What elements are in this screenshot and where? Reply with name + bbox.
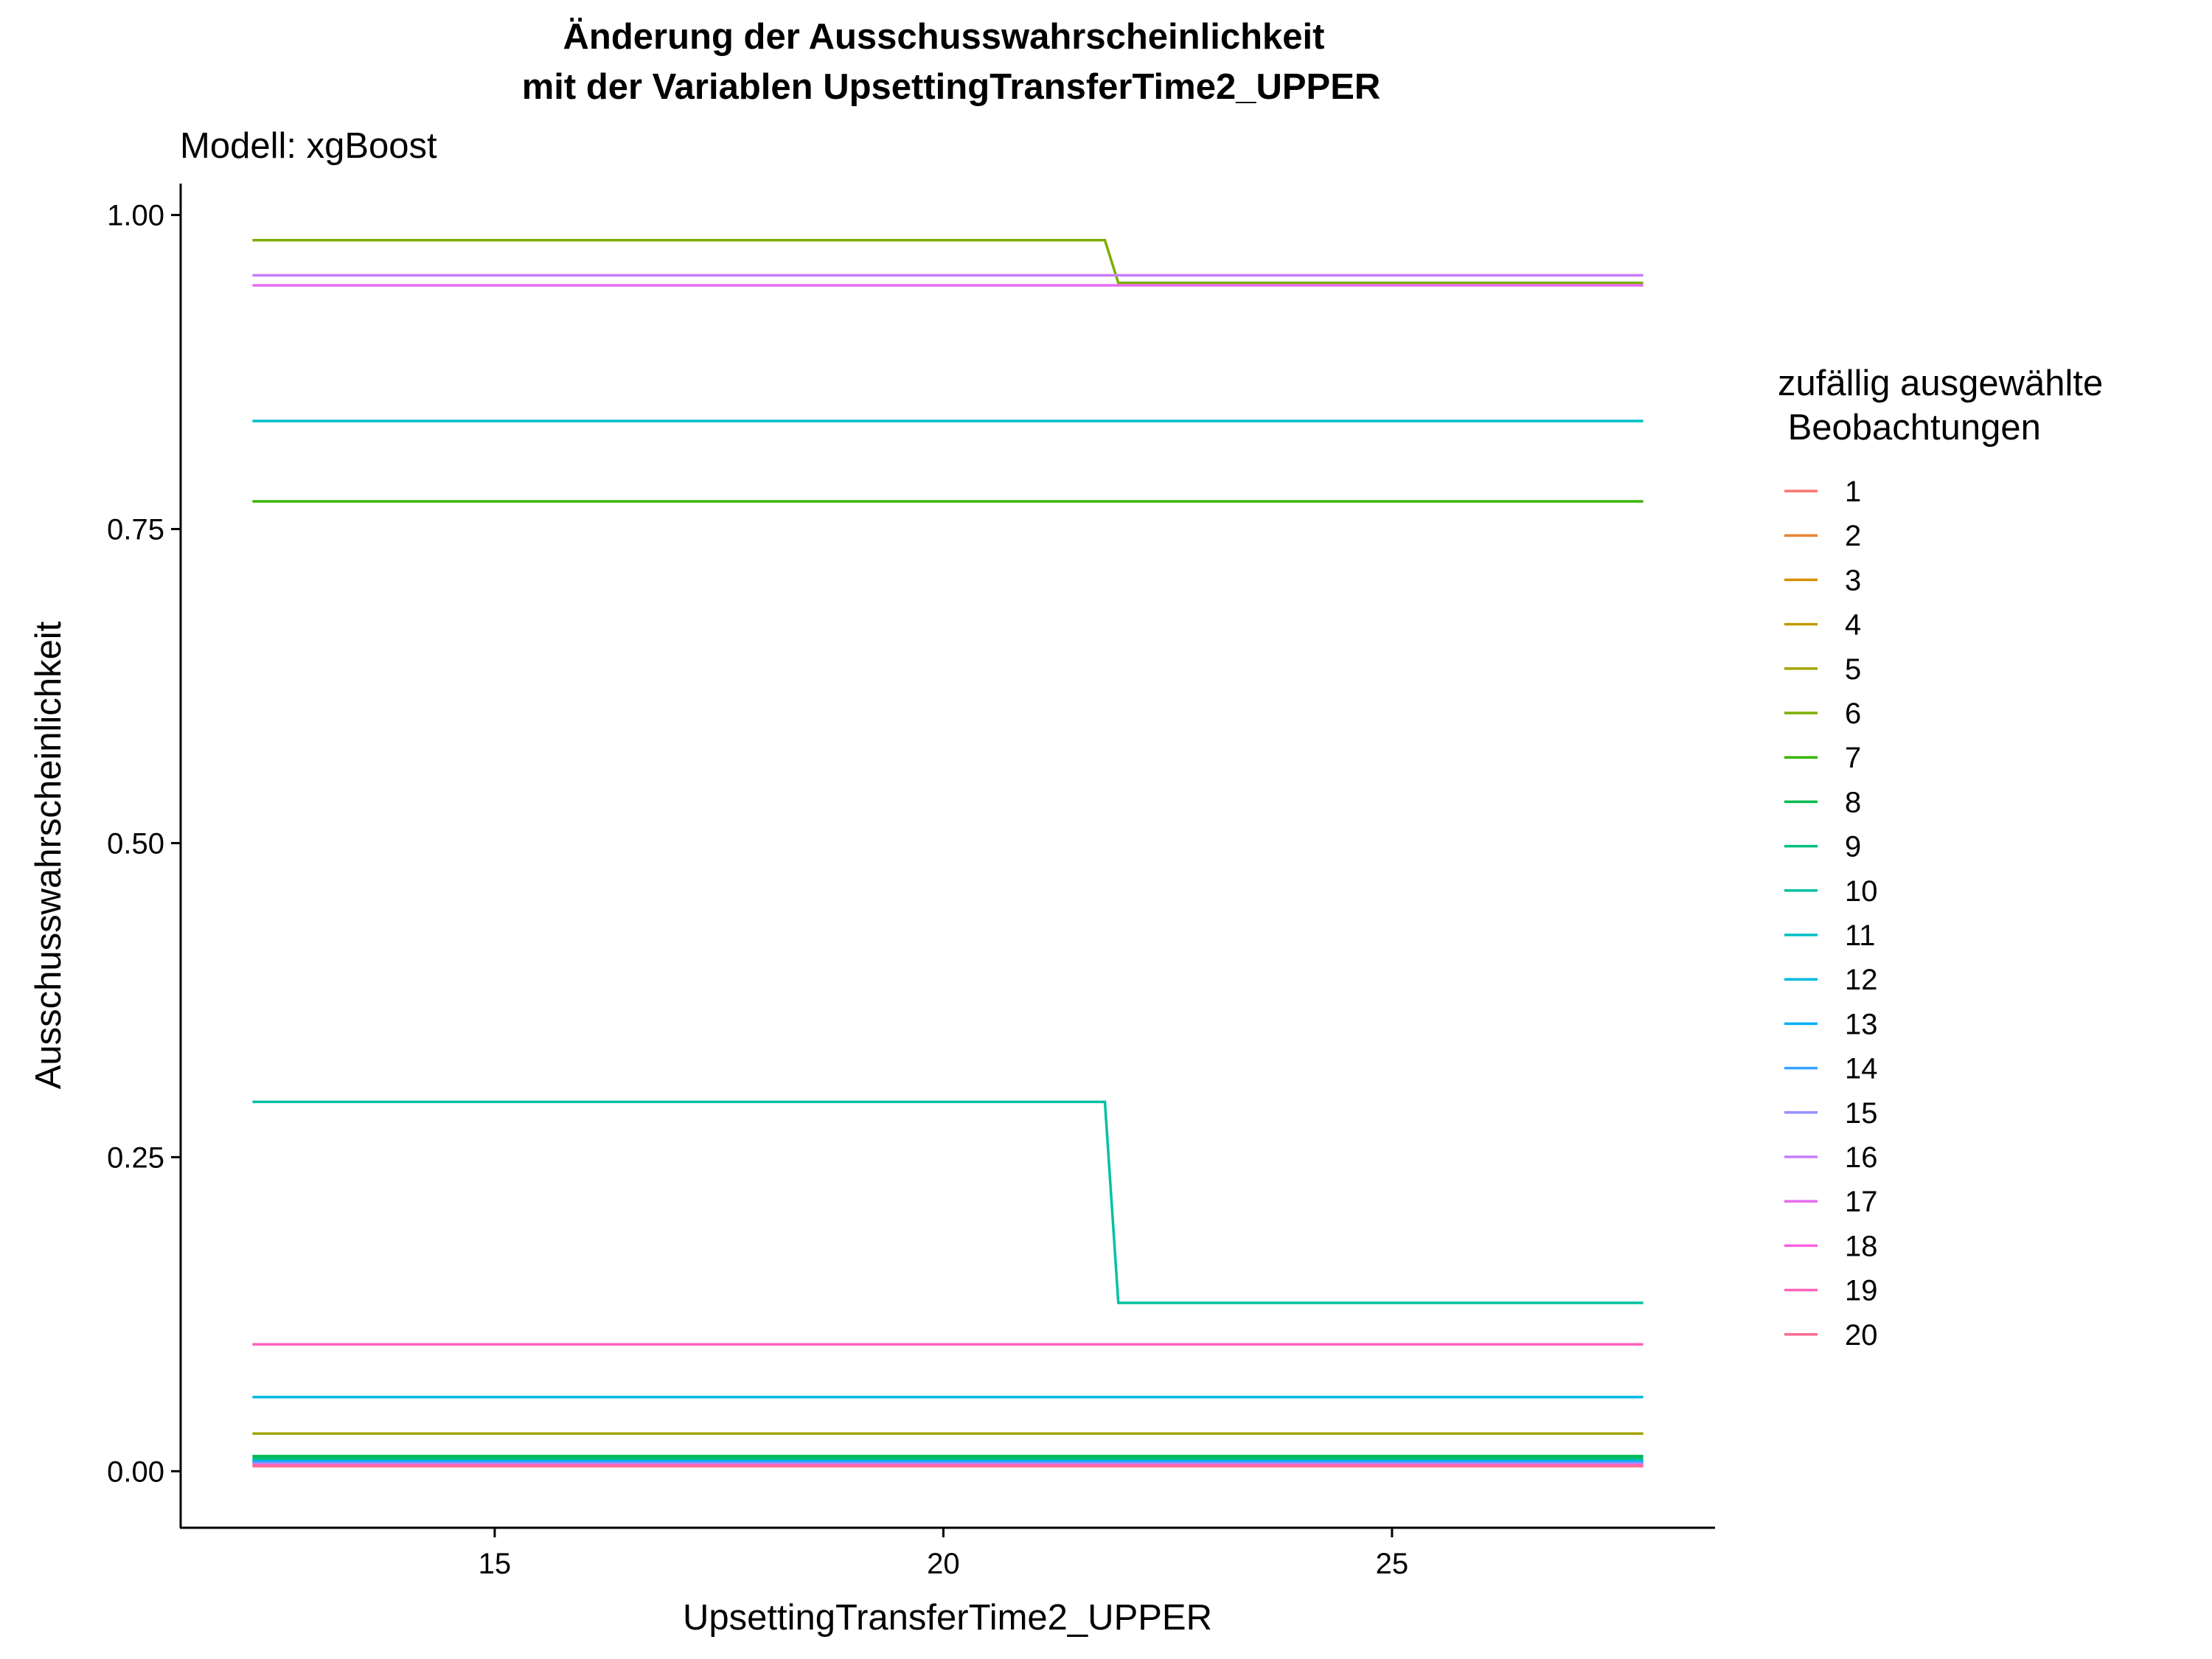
chart-title-line2: mit der Variablen UpsettingTransferTime2… bbox=[522, 67, 1381, 107]
x-tick-label: 25 bbox=[1376, 1548, 1409, 1580]
series-line-6 bbox=[252, 238, 1644, 285]
legend-item-7: 7 bbox=[1784, 742, 1861, 774]
legend-item-16: 16 bbox=[1784, 1141, 1878, 1174]
legend-item-17: 17 bbox=[1784, 1186, 1878, 1218]
y-tick-label: 0.50 bbox=[107, 827, 164, 860]
legend-label: 8 bbox=[1845, 786, 1861, 818]
legend-item-1: 1 bbox=[1784, 476, 1861, 508]
legend-label: 18 bbox=[1845, 1230, 1878, 1262]
y-axis-title: Ausschusswahrscheinlichkeit bbox=[29, 621, 69, 1089]
legend-label: 5 bbox=[1845, 653, 1861, 686]
legend-label: 1 bbox=[1845, 476, 1861, 508]
x-axis-title: UpsettingTransferTime2_UPPER bbox=[683, 1598, 1212, 1638]
legend-label: 11 bbox=[1845, 919, 1876, 952]
legend-label: 16 bbox=[1845, 1141, 1878, 1174]
legend-item-13: 13 bbox=[1784, 1008, 1878, 1040]
y-tick-label: 0.75 bbox=[107, 514, 164, 546]
legend-item-3: 3 bbox=[1784, 564, 1861, 597]
legend-item-4: 4 bbox=[1784, 609, 1861, 641]
legend-label: 20 bbox=[1845, 1319, 1878, 1352]
legend-label: 14 bbox=[1845, 1053, 1878, 1085]
legend-item-5: 5 bbox=[1784, 653, 1861, 686]
ticks-layer: 0.00 0.25 0.50 0.75 1.00 15 20 25 bbox=[107, 200, 1408, 1580]
series-layer bbox=[252, 238, 1644, 1468]
legend-label: 2 bbox=[1845, 520, 1861, 552]
legend-label: 13 bbox=[1845, 1008, 1878, 1040]
legend-title-line1: zufällig ausgewählte bbox=[1778, 364, 2103, 403]
y-tick-label: 0.00 bbox=[107, 1455, 164, 1488]
legend-item-20: 20 bbox=[1784, 1319, 1878, 1352]
legend-item-14: 14 bbox=[1784, 1053, 1878, 1085]
x-tick-label: 20 bbox=[927, 1548, 960, 1580]
legend-label: 15 bbox=[1845, 1097, 1878, 1130]
legend-title-line2: Beobachtungen bbox=[1778, 408, 2041, 448]
legend-label: 17 bbox=[1845, 1186, 1878, 1218]
legend-item-8: 8 bbox=[1784, 786, 1861, 818]
legend-item-6: 6 bbox=[1784, 698, 1861, 730]
x-tick-label: 15 bbox=[479, 1548, 512, 1580]
legend-item-15: 15 bbox=[1784, 1097, 1878, 1130]
legend-item-10: 10 bbox=[1784, 875, 1878, 908]
legend-item-9: 9 bbox=[1784, 831, 1861, 863]
legend-item-11: 11 bbox=[1784, 919, 1876, 952]
y-tick-label: 0.25 bbox=[107, 1141, 164, 1174]
legend-label: 12 bbox=[1845, 964, 1878, 996]
legend-label: 9 bbox=[1845, 831, 1861, 863]
legend-label: 4 bbox=[1845, 609, 1861, 641]
legend-label: 19 bbox=[1845, 1275, 1878, 1307]
legend-label: 3 bbox=[1845, 564, 1861, 597]
legend-item-18: 18 bbox=[1784, 1230, 1878, 1262]
legend-label: 6 bbox=[1845, 698, 1861, 730]
y-tick-label: 1.00 bbox=[107, 200, 164, 232]
series-line-10 bbox=[252, 1100, 1644, 1304]
chart-subtitle: Modell: xgBoost bbox=[180, 126, 437, 166]
legend-label: 7 bbox=[1845, 742, 1861, 774]
chart-title-line1: Änderung der Ausschusswahrscheinlichkeit bbox=[563, 17, 1325, 57]
legend-item-2: 2 bbox=[1784, 520, 1861, 552]
legend-item-12: 12 bbox=[1784, 964, 1878, 996]
legend-label: 10 bbox=[1845, 875, 1878, 908]
legend-item-19: 19 bbox=[1784, 1275, 1878, 1307]
